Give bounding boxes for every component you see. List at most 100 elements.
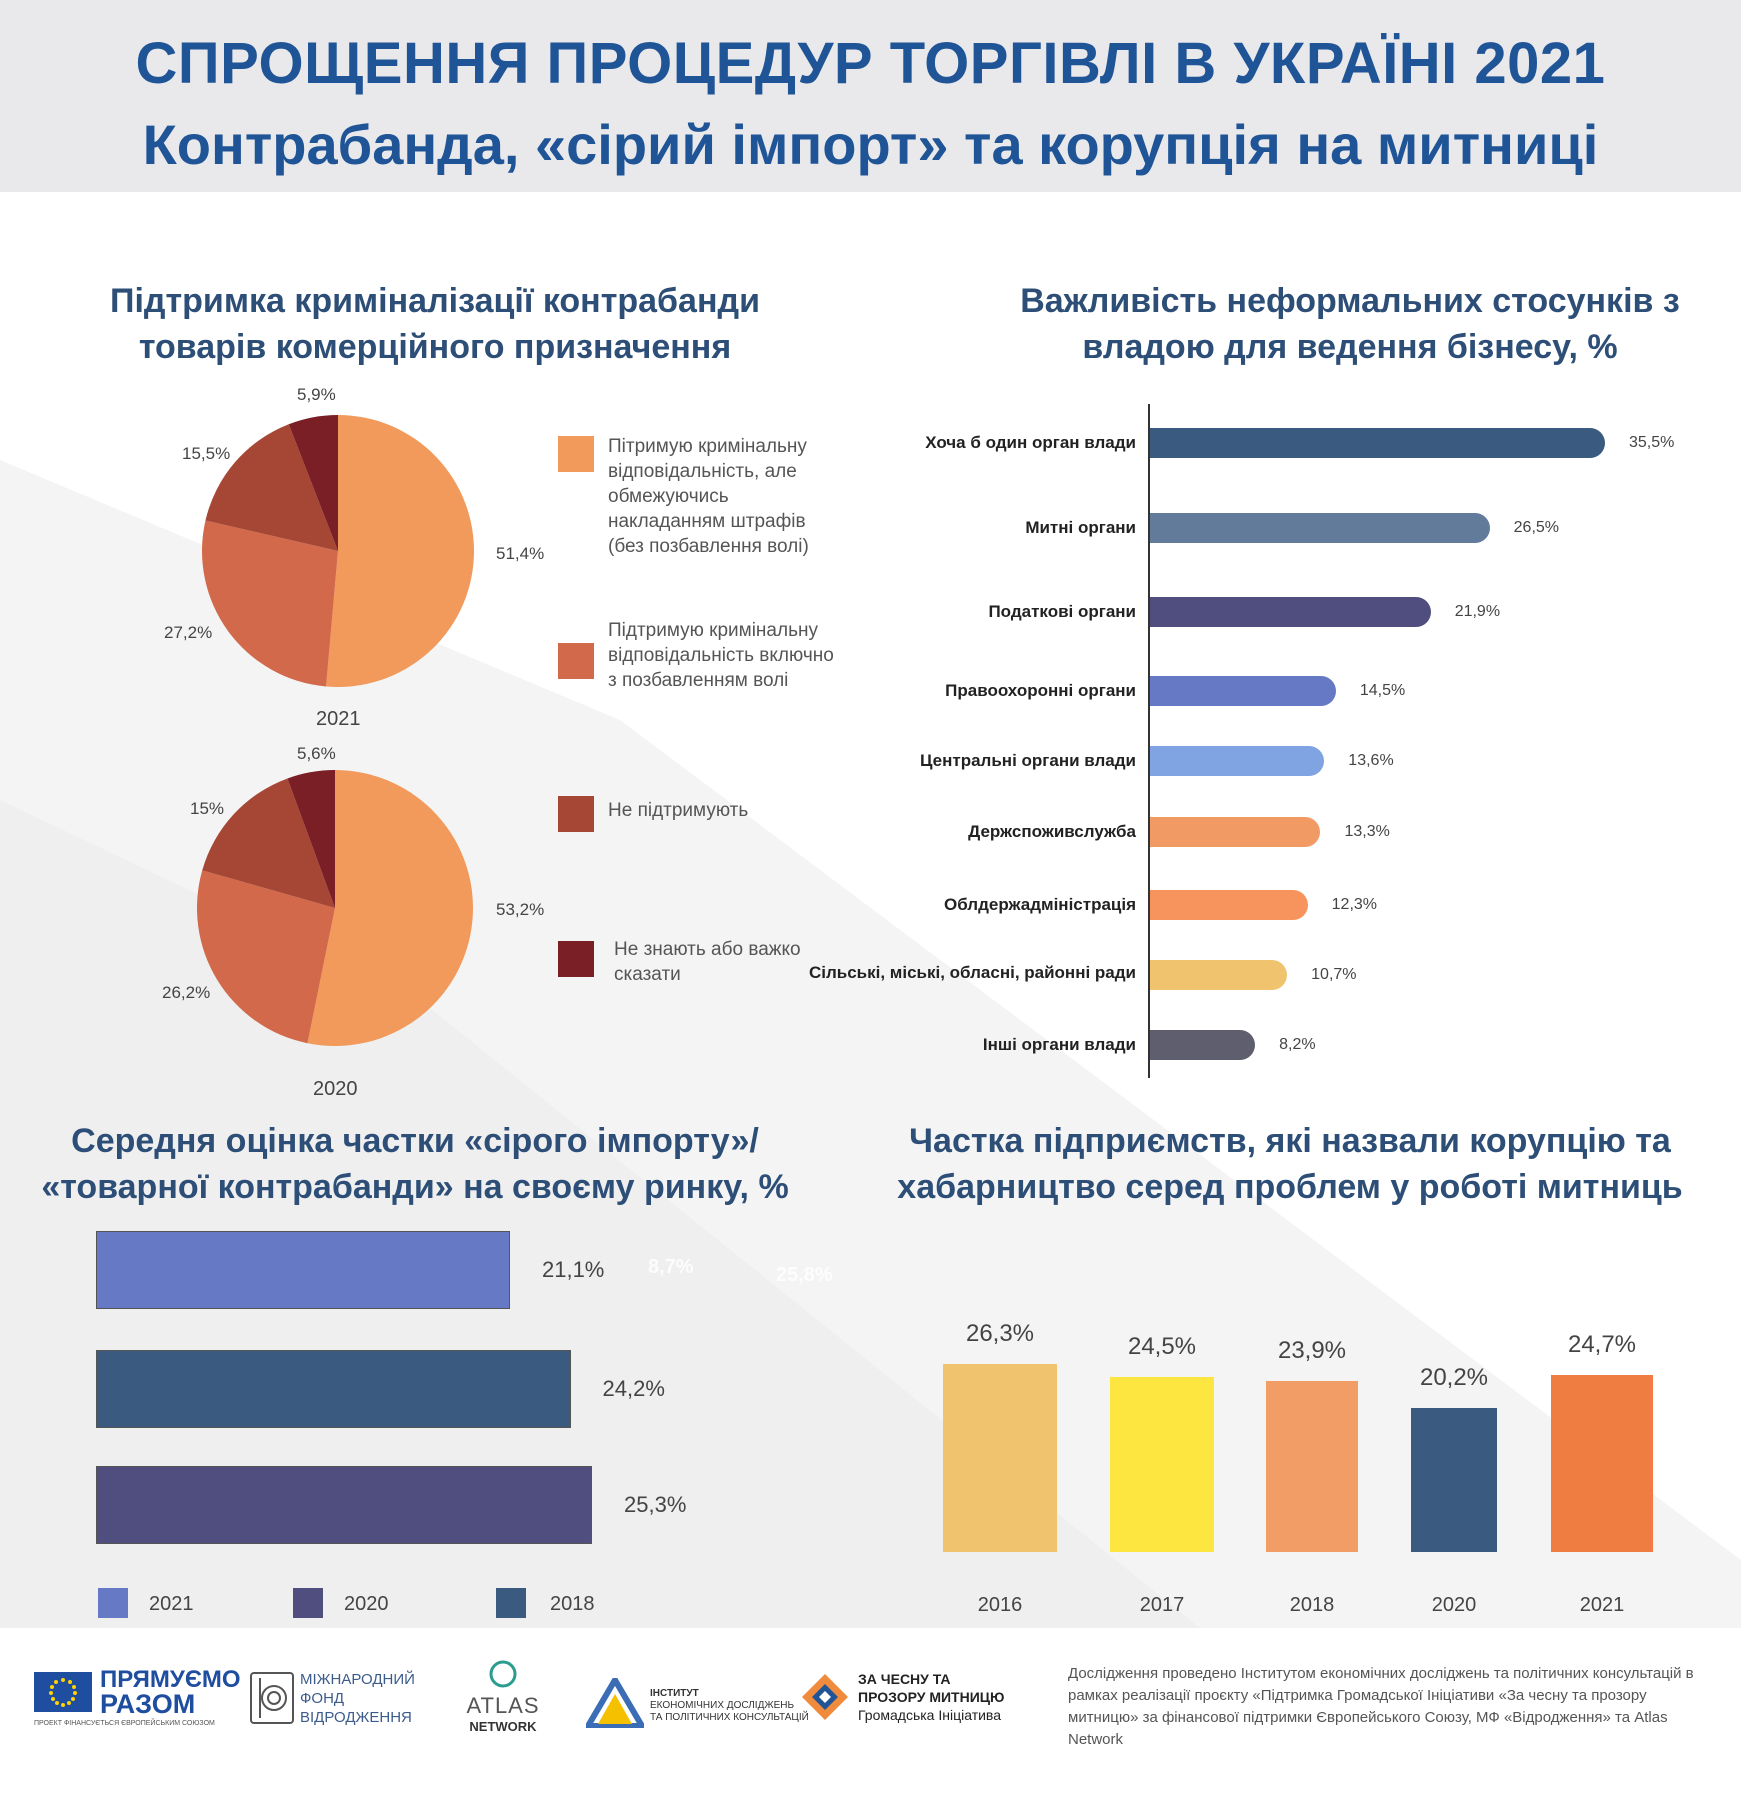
logo-text: ПРОЗОРУ МИТНИЦЮ <box>858 1689 1005 1705</box>
footer: ПРЯМУЄМО РАЗОМ ПРОЕКТ ФІНАНСУЄТЬСЯ ЄВРОП… <box>0 1628 1741 1800</box>
bar <box>1150 746 1325 776</box>
pie-value-label: 15,5% <box>182 444 231 463</box>
pie-section-title: Підтримка криміналізації контрабанди тов… <box>60 278 810 370</box>
gray-title-line1: Середня оцінка частки «сірого імпорту»/ <box>71 1122 759 1160</box>
pie-value-label: 51,4% <box>496 544 545 563</box>
bar-category-label: Митні органи <box>1025 518 1136 537</box>
bar-value-label: 23,9% <box>1277 1337 1347 1365</box>
page-subtitle: Контрабанда, «сірий імпорт» та корупція … <box>142 113 1599 176</box>
bar <box>1150 960 1288 990</box>
bar <box>1150 513 1490 543</box>
legend-swatch <box>496 1588 526 1618</box>
bar <box>1411 1407 1497 1552</box>
logo-customs: ЗА ЧЕСНУ ТА ПРОЗОРУ МИТНИЦЮ Громадська І… <box>858 1670 1004 1724</box>
bar <box>96 1350 571 1428</box>
legend-swatch <box>558 796 594 832</box>
bar-value-label: 20,2% <box>1419 1363 1489 1391</box>
logo-text: РАЗОМ <box>100 1689 196 1719</box>
legend-swatch <box>98 1588 128 1618</box>
bar-category-label: Правоохоронні органи <box>945 681 1136 700</box>
header-banner: СПРОЩЕННЯ ПРОЦЕДУР ТОРГІВЛІ В УКРАЇНІ 20… <box>0 0 1741 192</box>
legend-swatch <box>293 1588 323 1618</box>
legend-label: Пітримую кримінальну відповідальність, а… <box>608 436 809 557</box>
bar-value-label: 8,2% <box>1279 1036 1316 1053</box>
bar <box>1150 597 1431 627</box>
bar <box>96 1231 510 1309</box>
gray-section-title: Середня оцінка частки «сірого імпорту»/ … <box>30 1118 800 1210</box>
bar-category-label: Облдержадміністрація <box>943 895 1136 914</box>
ghost-label: 8,7% <box>648 1256 694 1278</box>
bar-value-label: 35,5% <box>1629 434 1675 451</box>
bar-value-label: 13,3% <box>1344 823 1390 840</box>
logo-text: ATLAS <box>466 1693 540 1718</box>
logo-irf: МІЖНАРОДНИЙ ФОНД ВІДРОДЖЕННЯ <box>300 1670 415 1727</box>
corruption-title-line2: хабарництво серед проблем у роботі митни… <box>897 1168 1683 1206</box>
bar-value-label: 26,5% <box>1513 519 1560 536</box>
logo-atlas: ATLAS NETWORK <box>458 1660 548 1734</box>
logo-text: NETWORK <box>469 1719 537 1734</box>
bar-value-label: 24,5% <box>1127 1332 1197 1360</box>
legend-swatch <box>558 941 594 977</box>
pie-value-label: 27,2% <box>164 623 213 642</box>
eu-flag-icon <box>34 1672 92 1712</box>
bar <box>1150 676 1336 706</box>
bar-value-label: 14,5% <box>1359 682 1406 699</box>
legend-label: Не знають або важко сказати <box>614 939 801 985</box>
bar-value-label: 21,9% <box>1454 603 1501 620</box>
bar <box>943 1364 1057 1552</box>
pie-value-label: 15% <box>190 799 225 818</box>
legend-swatch <box>558 643 594 679</box>
bar-value-label: 12,3% <box>1331 896 1378 913</box>
page-title: СПРОЩЕННЯ ПРОЦЕДУР ТОРГІВЛІ В УКРАЇНІ 20… <box>135 31 1606 96</box>
pie-value-label: 5,9% <box>297 385 336 404</box>
bar-value-label: 10,7% <box>1311 966 1357 983</box>
pie-value-label: 5,6% <box>297 744 336 763</box>
logo-text: ВІДРОДЖЕННЯ <box>300 1709 412 1726</box>
globe-icon <box>489 1660 517 1688</box>
bar <box>1110 1376 1214 1552</box>
bar-category-label: 2016 <box>977 1594 1023 1616</box>
legend-label: 2021 <box>149 1593 194 1615</box>
pie-title-line2: товарів комерційного призначення <box>138 328 732 366</box>
customs-diamond-icon <box>802 1674 848 1720</box>
ghost-label: 25,8% <box>776 1264 833 1286</box>
legend-label: 2020 <box>344 1593 389 1615</box>
logo-text: ПРЯМУЄМО <box>100 1666 241 1693</box>
bar <box>1266 1381 1358 1552</box>
legend-label: Підтримую кримінальну відповідальність в… <box>608 620 834 691</box>
bar-value-label: 13,6% <box>1348 752 1394 769</box>
bar-value-label: 25,3% <box>624 1492 687 1517</box>
bar-category-label: 2021 <box>1579 1594 1625 1616</box>
bar-title-line2: владою для ведення бізнесу, % <box>1082 328 1618 366</box>
bar-category-label: 2020 <box>1431 1594 1477 1616</box>
bar-category-label: Центральні органи влади <box>920 751 1136 770</box>
pie-value-label: 53,2% <box>496 900 545 919</box>
logo-text: ЗА ЧЕСНУ ТА <box>858 1671 951 1687</box>
logo-text: Громадська Ініціатива <box>858 1707 1001 1723</box>
bar-value-label: 21,1% <box>541 1257 605 1282</box>
legend-label: Не підтримують <box>608 800 749 821</box>
bar-category-label: Інші органи влади <box>982 1035 1136 1054</box>
pie-value-label: 26,2% <box>162 983 211 1002</box>
bar-category-label: Податкові органи <box>988 602 1136 621</box>
bar-category-label: Хоча б один орган влади <box>925 433 1136 452</box>
bar-category-label: Держспоживслужба <box>968 822 1136 841</box>
bar <box>1150 817 1321 847</box>
bar <box>1150 890 1308 920</box>
logo-text: ТА ПОЛІТИЧНИХ КОНСУЛЬТАЦІЙ <box>650 1712 809 1723</box>
bar-axis-line <box>1148 404 1150 1078</box>
bar <box>96 1466 592 1544</box>
legend-label: 2018 <box>550 1593 595 1615</box>
research-note: Дослідження проведено Інститутом економі… <box>1068 1665 1694 1748</box>
bar-category-label: Сільські, міські, обласні, районні ради <box>808 963 1136 982</box>
gray-title-line2: «товарної контрабанди» на своєму ринку, … <box>41 1168 789 1206</box>
bar-value-label: 26,3% <box>965 1320 1035 1347</box>
bar-section-title: Важливість неформальних стосунків з влад… <box>990 278 1710 370</box>
bar-category-label: 2017 <box>1139 1594 1185 1616</box>
logo-text: ФОНД <box>300 1690 345 1707</box>
corruption-title-line1: Частка підприємств, які назвали корупцію… <box>909 1122 1671 1160</box>
bar <box>1551 1375 1653 1552</box>
bar <box>1150 1030 1256 1060</box>
logo-text: ЕКОНОМІЧНИХ ДОСЛІДЖЕНЬ <box>650 1700 795 1711</box>
bar-value-label: 24,7% <box>1567 1331 1637 1359</box>
